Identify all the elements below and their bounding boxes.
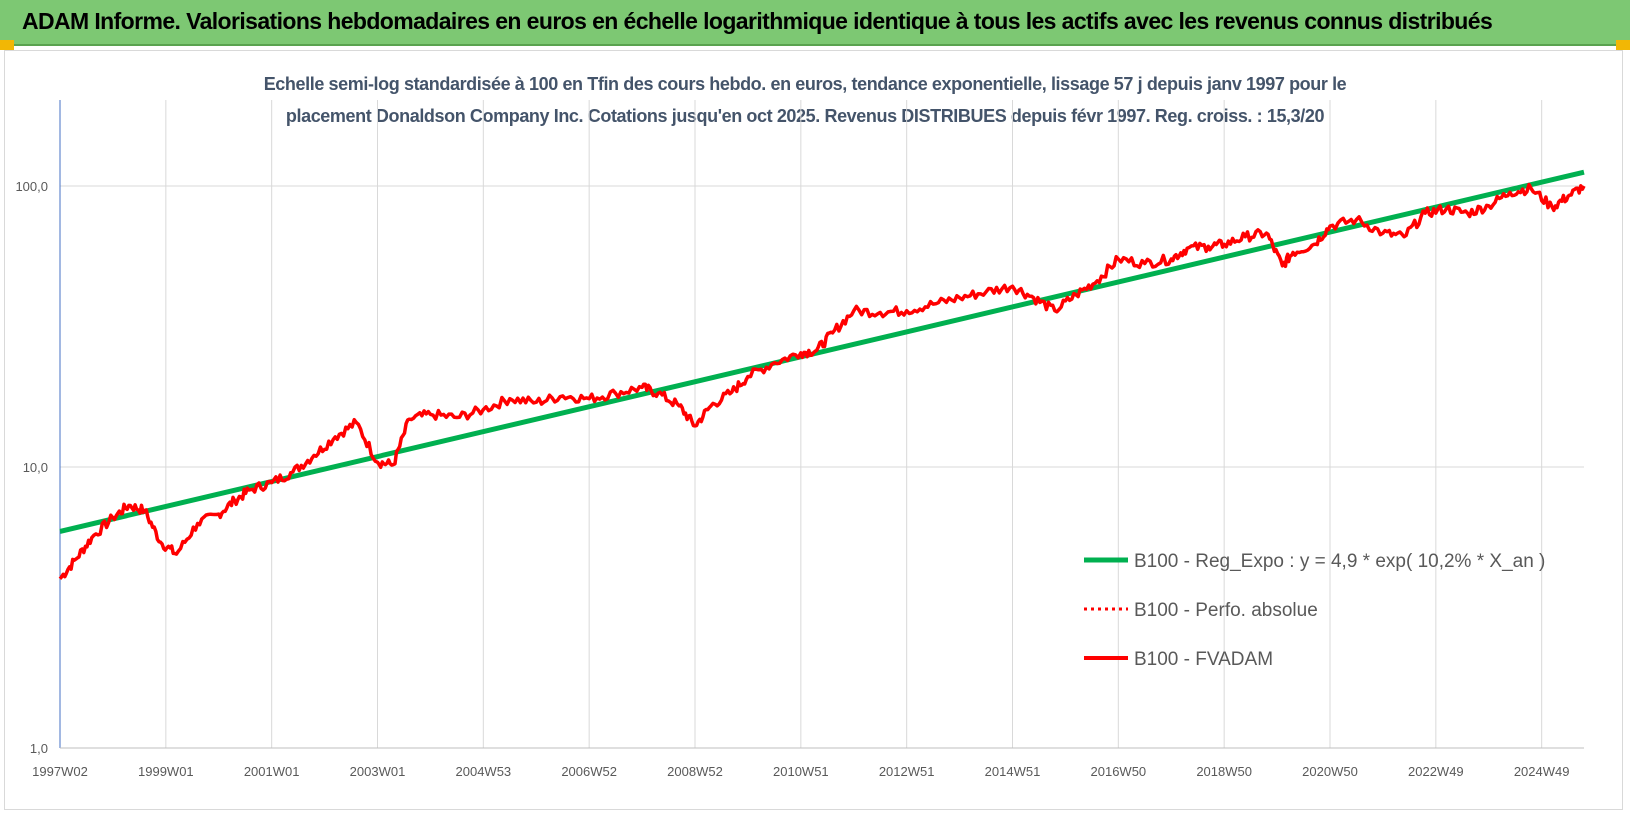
x-tick-label: 2018W50 [1196,764,1252,779]
tick-labels: 1,0 10,0 100,0 1997W02 1999W01 2001W01 2003W01… [15,179,1569,779]
legend-entry: B100 - FVADAM [1134,649,1273,670]
x-tick-label: 2016W50 [1091,764,1147,779]
axes [59,100,1584,749]
x-tick-label: 2004W53 [456,764,512,779]
x-tick-label: 2014W51 [985,764,1041,779]
x-tick-label: 1997W02 [32,764,88,779]
chart-frame [4,50,1623,810]
series-line-fvadam [58,182,1586,580]
x-tick-label: 2020W50 [1302,764,1358,779]
x-tick-label: 2024W49 [1514,764,1570,779]
legend-entry: B100 - Perfo. absolue [1134,600,1318,621]
y-tick-label: 1,0 [30,741,48,756]
header-banner: ADAM Informe. Valorisations hebdomadaire… [0,0,1630,46]
x-tick-label: 2003W01 [350,764,406,779]
x-tick-label: 2001W01 [244,764,300,779]
chart-title: Echelle semi-log standardisée à 100 en T… [230,68,1380,132]
corner-marker-right [1616,40,1630,50]
x-tick-label: 1999W01 [138,764,194,779]
x-tick-label: 2012W51 [879,764,935,779]
legend-entry: B100 - Reg_Expo : y = 4,9 * exp( 10,2% *… [1134,551,1545,572]
legend: B100 - Reg_Expo : y = 4,9 * exp( 10,2% *… [1084,551,1545,670]
chart-title-line-2: placement Donaldson Company Inc. Cotatio… [285,106,1325,126]
chart-title-line-1: Echelle semi-log standardisée à 100 en T… [263,74,1347,94]
grid [59,100,1584,749]
x-tick-label: 2008W52 [667,764,723,779]
x-tick-label: 2006W52 [561,764,617,779]
x-tick-label: 2010W51 [773,764,829,779]
y-tick-label: 10,0 [23,460,48,475]
x-tick-label: 2022W49 [1408,764,1464,779]
series-lines [58,169,1586,580]
y-tick-label: 100,0 [15,179,48,194]
series-line-trend [59,169,1585,534]
series-line-perfo-absolue [59,183,1585,580]
page-title: ADAM Informe. Valorisations hebdomadaire… [22,8,1493,34]
corner-marker-left [0,40,14,50]
